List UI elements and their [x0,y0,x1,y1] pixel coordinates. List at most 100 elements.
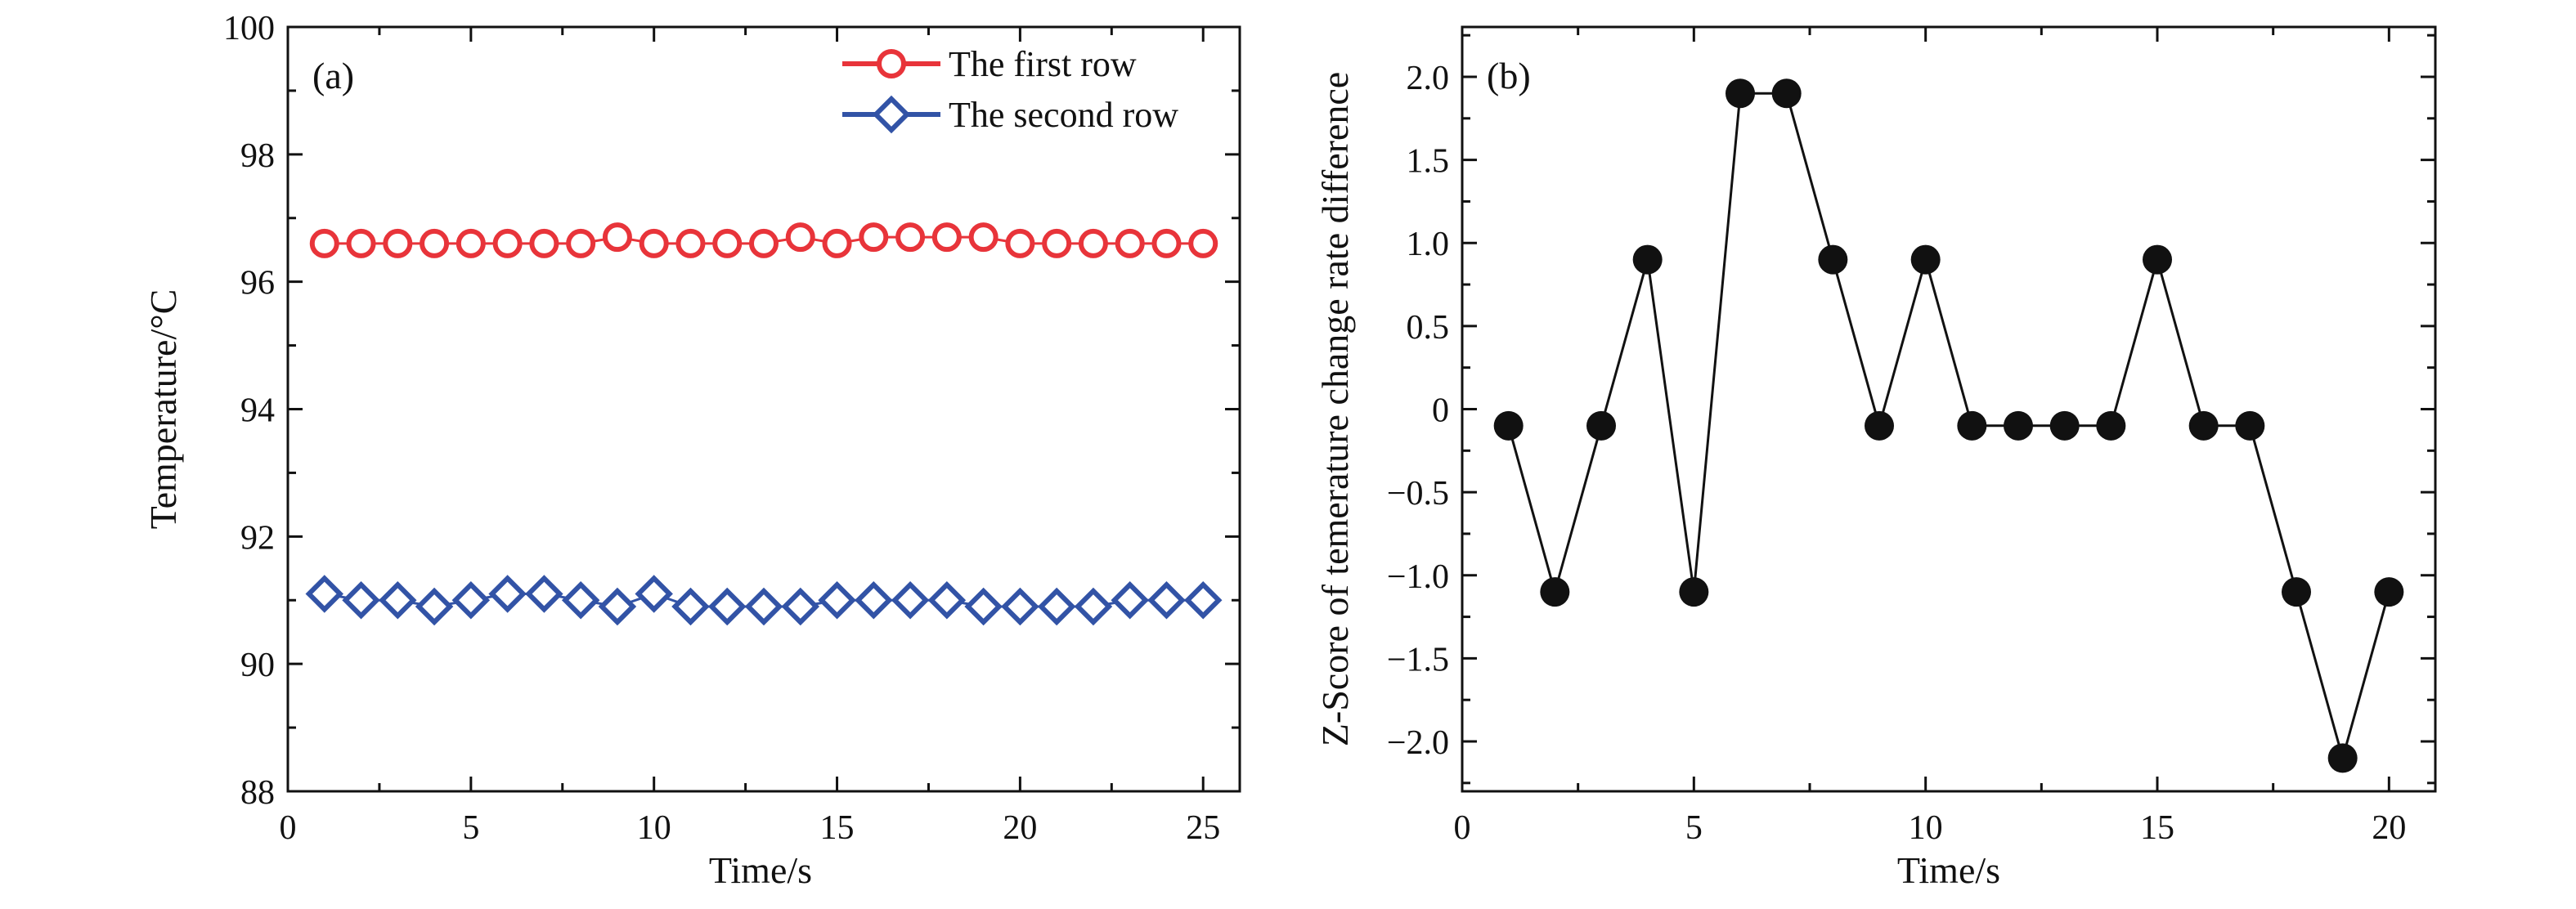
data-point-second-row [305,575,344,613]
y-tick-label: 100 [223,10,275,47]
data-point [2327,743,2358,773]
data-point [1679,577,1709,607]
data-point-second-row [451,581,491,620]
data-point-first-row [931,222,962,253]
y-tick-label: −1.5 [1387,641,1449,678]
data-point [1910,244,1941,275]
x-tick-label: 25 [1186,809,1220,847]
data-point [1493,410,1524,441]
plot-frame [286,25,1241,793]
y-axis-title: Temperature/°C [142,289,184,530]
y-tick-label: 1.0 [1407,226,1450,263]
data-point-second-row [488,575,527,613]
data-point-second-row [379,581,417,620]
plot-frame [1461,25,2437,793]
x-tick-label: 15 [820,809,855,847]
data-point [1726,78,1755,109]
data-point-second-row [1183,581,1223,620]
data-point-first-row [529,228,559,258]
data-point-second-row [781,587,820,626]
y-tick-label: 96 [240,265,275,302]
data-point [2096,410,2126,441]
data-point-first-row [1151,228,1182,258]
data-point [1865,410,1894,441]
data-point-second-row [671,587,710,626]
data-point [1632,244,1663,275]
data-point-second-row [1111,581,1149,620]
legend-marker-diamond [872,95,911,134]
data-point [1586,410,1616,441]
data-point-first-row [639,228,669,258]
x-tick-label: 10 [637,809,671,847]
data-point [1818,244,1848,275]
x-tick-label: 0 [1454,809,1471,847]
data-point [1540,577,1570,607]
data-point-second-row [1074,587,1113,626]
data-point-first-row [420,228,450,258]
data-point-first-row [822,228,852,258]
data-point-first-row [309,228,339,258]
chart-panel-a: 0 5 10 15 20 25 88 90 92 94 96 98 100 Time/s Temperatu… [142,10,1241,891]
y-tick-label: 88 [240,774,275,812]
data-point-first-row [602,222,632,253]
data-point [1957,410,1987,441]
data-point-first-row [1005,228,1035,258]
data-point-first-row [566,228,596,258]
x-tick-label: 5 [1685,809,1703,847]
data-point-first-row [1078,228,1108,258]
data-point-first-row [859,222,889,253]
data-point [2374,577,2404,607]
data-point-second-row [561,581,600,620]
data-point-second-row [855,581,893,620]
y-axis-title: Z-Score of temerature change rate differ… [1314,72,1356,746]
legend-marker-circle [877,49,906,78]
data-point-second-row [964,587,1003,626]
data-point-second-row [707,587,747,626]
y-tick-label: 1.5 [1407,143,1450,181]
data-point [1771,78,1802,109]
y-tick-label: 2.0 [1407,60,1450,97]
data-point-second-row [1001,587,1039,626]
x-tick-label: 0 [280,809,297,847]
data-point-first-row [895,222,926,253]
x-tick-label: 20 [2372,809,2406,847]
legend-label: The second row [949,95,1178,135]
y-tick-label: 90 [240,647,275,684]
data-point-second-row [1147,581,1186,620]
data-point-second-row [525,575,563,613]
y-tick-label: 0 [1432,392,1449,430]
x-tick-label: 10 [1909,809,1943,847]
y-tick-label: 94 [240,392,275,430]
data-point-second-row [635,575,673,613]
data-point-second-row [342,581,380,620]
x-tick-label: 5 [462,809,479,847]
x-tick-label: 15 [2140,809,2174,847]
data-point-first-row [383,228,413,258]
data-point-second-row [927,581,967,620]
y-tick-label: 98 [240,137,275,175]
data-point-first-row [712,228,743,258]
data-point-first-row [749,228,779,258]
legend-label: The first row [949,44,1137,84]
data-point-second-row [744,587,783,626]
y-tick-label: −0.5 [1387,475,1449,513]
data-point-first-row [785,222,815,253]
data-point [2282,577,2311,607]
data-point-first-row [675,228,706,258]
data-point-second-row [891,581,930,620]
panel-label: (a) [312,55,354,96]
x-tick-label: 20 [1003,809,1037,847]
data-point-first-row [1115,228,1145,258]
data-point-second-row [598,587,637,626]
y-tick-label: 92 [240,519,275,557]
y-tick-label: −1.0 [1387,558,1449,596]
data-point [2188,410,2219,441]
x-axis-title: Time/s [1897,849,2000,891]
data-point-first-row [492,228,523,258]
x-axis-title: Time/s [709,849,812,891]
y-tick-label: 0.5 [1407,309,1450,347]
data-point-first-row [968,222,999,253]
data-point [2235,410,2265,441]
data-point-second-row [415,587,454,626]
